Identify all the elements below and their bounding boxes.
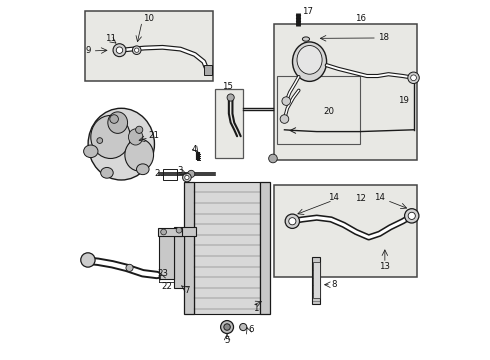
Circle shape — [188, 170, 195, 177]
Circle shape — [282, 97, 291, 105]
Circle shape — [132, 46, 141, 54]
Ellipse shape — [108, 112, 127, 134]
Bar — [204, 65, 212, 75]
Bar — [313, 262, 319, 298]
Ellipse shape — [125, 139, 153, 171]
Text: 17: 17 — [302, 7, 314, 16]
Circle shape — [220, 320, 234, 333]
Text: 6: 6 — [248, 325, 254, 334]
Text: 11: 11 — [105, 34, 116, 43]
Bar — [174, 234, 184, 288]
Text: 2: 2 — [154, 169, 160, 178]
Text: 3: 3 — [177, 166, 182, 175]
Text: 23: 23 — [157, 269, 168, 278]
Text: 16: 16 — [355, 14, 366, 23]
Circle shape — [176, 227, 182, 233]
Circle shape — [285, 214, 299, 228]
Bar — [274, 185, 417, 277]
Bar — [85, 12, 213, 81]
Circle shape — [269, 154, 277, 163]
Circle shape — [408, 72, 419, 84]
Bar — [163, 169, 177, 180]
Circle shape — [97, 138, 102, 143]
Text: 13: 13 — [379, 262, 391, 271]
Text: 21: 21 — [149, 131, 160, 140]
Text: 14: 14 — [374, 193, 385, 202]
Text: 1: 1 — [253, 304, 259, 313]
Circle shape — [289, 218, 296, 225]
Ellipse shape — [88, 108, 154, 180]
Circle shape — [185, 175, 189, 180]
Circle shape — [408, 212, 416, 220]
Ellipse shape — [297, 45, 322, 74]
Circle shape — [81, 253, 95, 267]
Ellipse shape — [293, 42, 326, 81]
Bar — [260, 182, 270, 315]
Circle shape — [240, 323, 247, 330]
Bar — [159, 232, 174, 279]
Text: 10: 10 — [144, 14, 154, 23]
Text: 9: 9 — [85, 46, 91, 55]
Circle shape — [405, 209, 419, 223]
Circle shape — [126, 264, 133, 271]
Circle shape — [280, 115, 289, 123]
Ellipse shape — [100, 167, 113, 178]
Circle shape — [411, 75, 416, 81]
Circle shape — [136, 126, 143, 134]
Bar — [274, 24, 417, 160]
Ellipse shape — [137, 164, 149, 175]
Ellipse shape — [84, 145, 98, 158]
Circle shape — [116, 47, 122, 53]
Circle shape — [227, 94, 234, 101]
Ellipse shape — [128, 129, 143, 145]
Bar — [158, 228, 181, 235]
Circle shape — [135, 48, 139, 52]
Bar — [313, 257, 320, 304]
Circle shape — [110, 115, 119, 123]
Bar — [184, 182, 194, 315]
Circle shape — [183, 173, 191, 182]
Text: 8: 8 — [331, 280, 337, 289]
Text: 7: 7 — [184, 286, 190, 295]
Bar — [215, 89, 243, 158]
Text: 20: 20 — [323, 107, 334, 116]
Text: 4: 4 — [191, 145, 197, 154]
Ellipse shape — [91, 116, 130, 158]
Text: 12: 12 — [355, 194, 366, 203]
Text: 15: 15 — [221, 82, 233, 91]
Circle shape — [113, 44, 126, 57]
Circle shape — [161, 229, 167, 235]
Text: 14: 14 — [328, 193, 340, 202]
Bar — [174, 226, 196, 235]
Text: 22: 22 — [161, 282, 172, 291]
Text: 5: 5 — [224, 336, 230, 345]
Text: 19: 19 — [398, 96, 409, 105]
Bar — [277, 76, 360, 144]
Circle shape — [224, 324, 230, 330]
Bar — [194, 182, 260, 315]
Ellipse shape — [302, 37, 310, 41]
Text: 18: 18 — [378, 33, 389, 42]
